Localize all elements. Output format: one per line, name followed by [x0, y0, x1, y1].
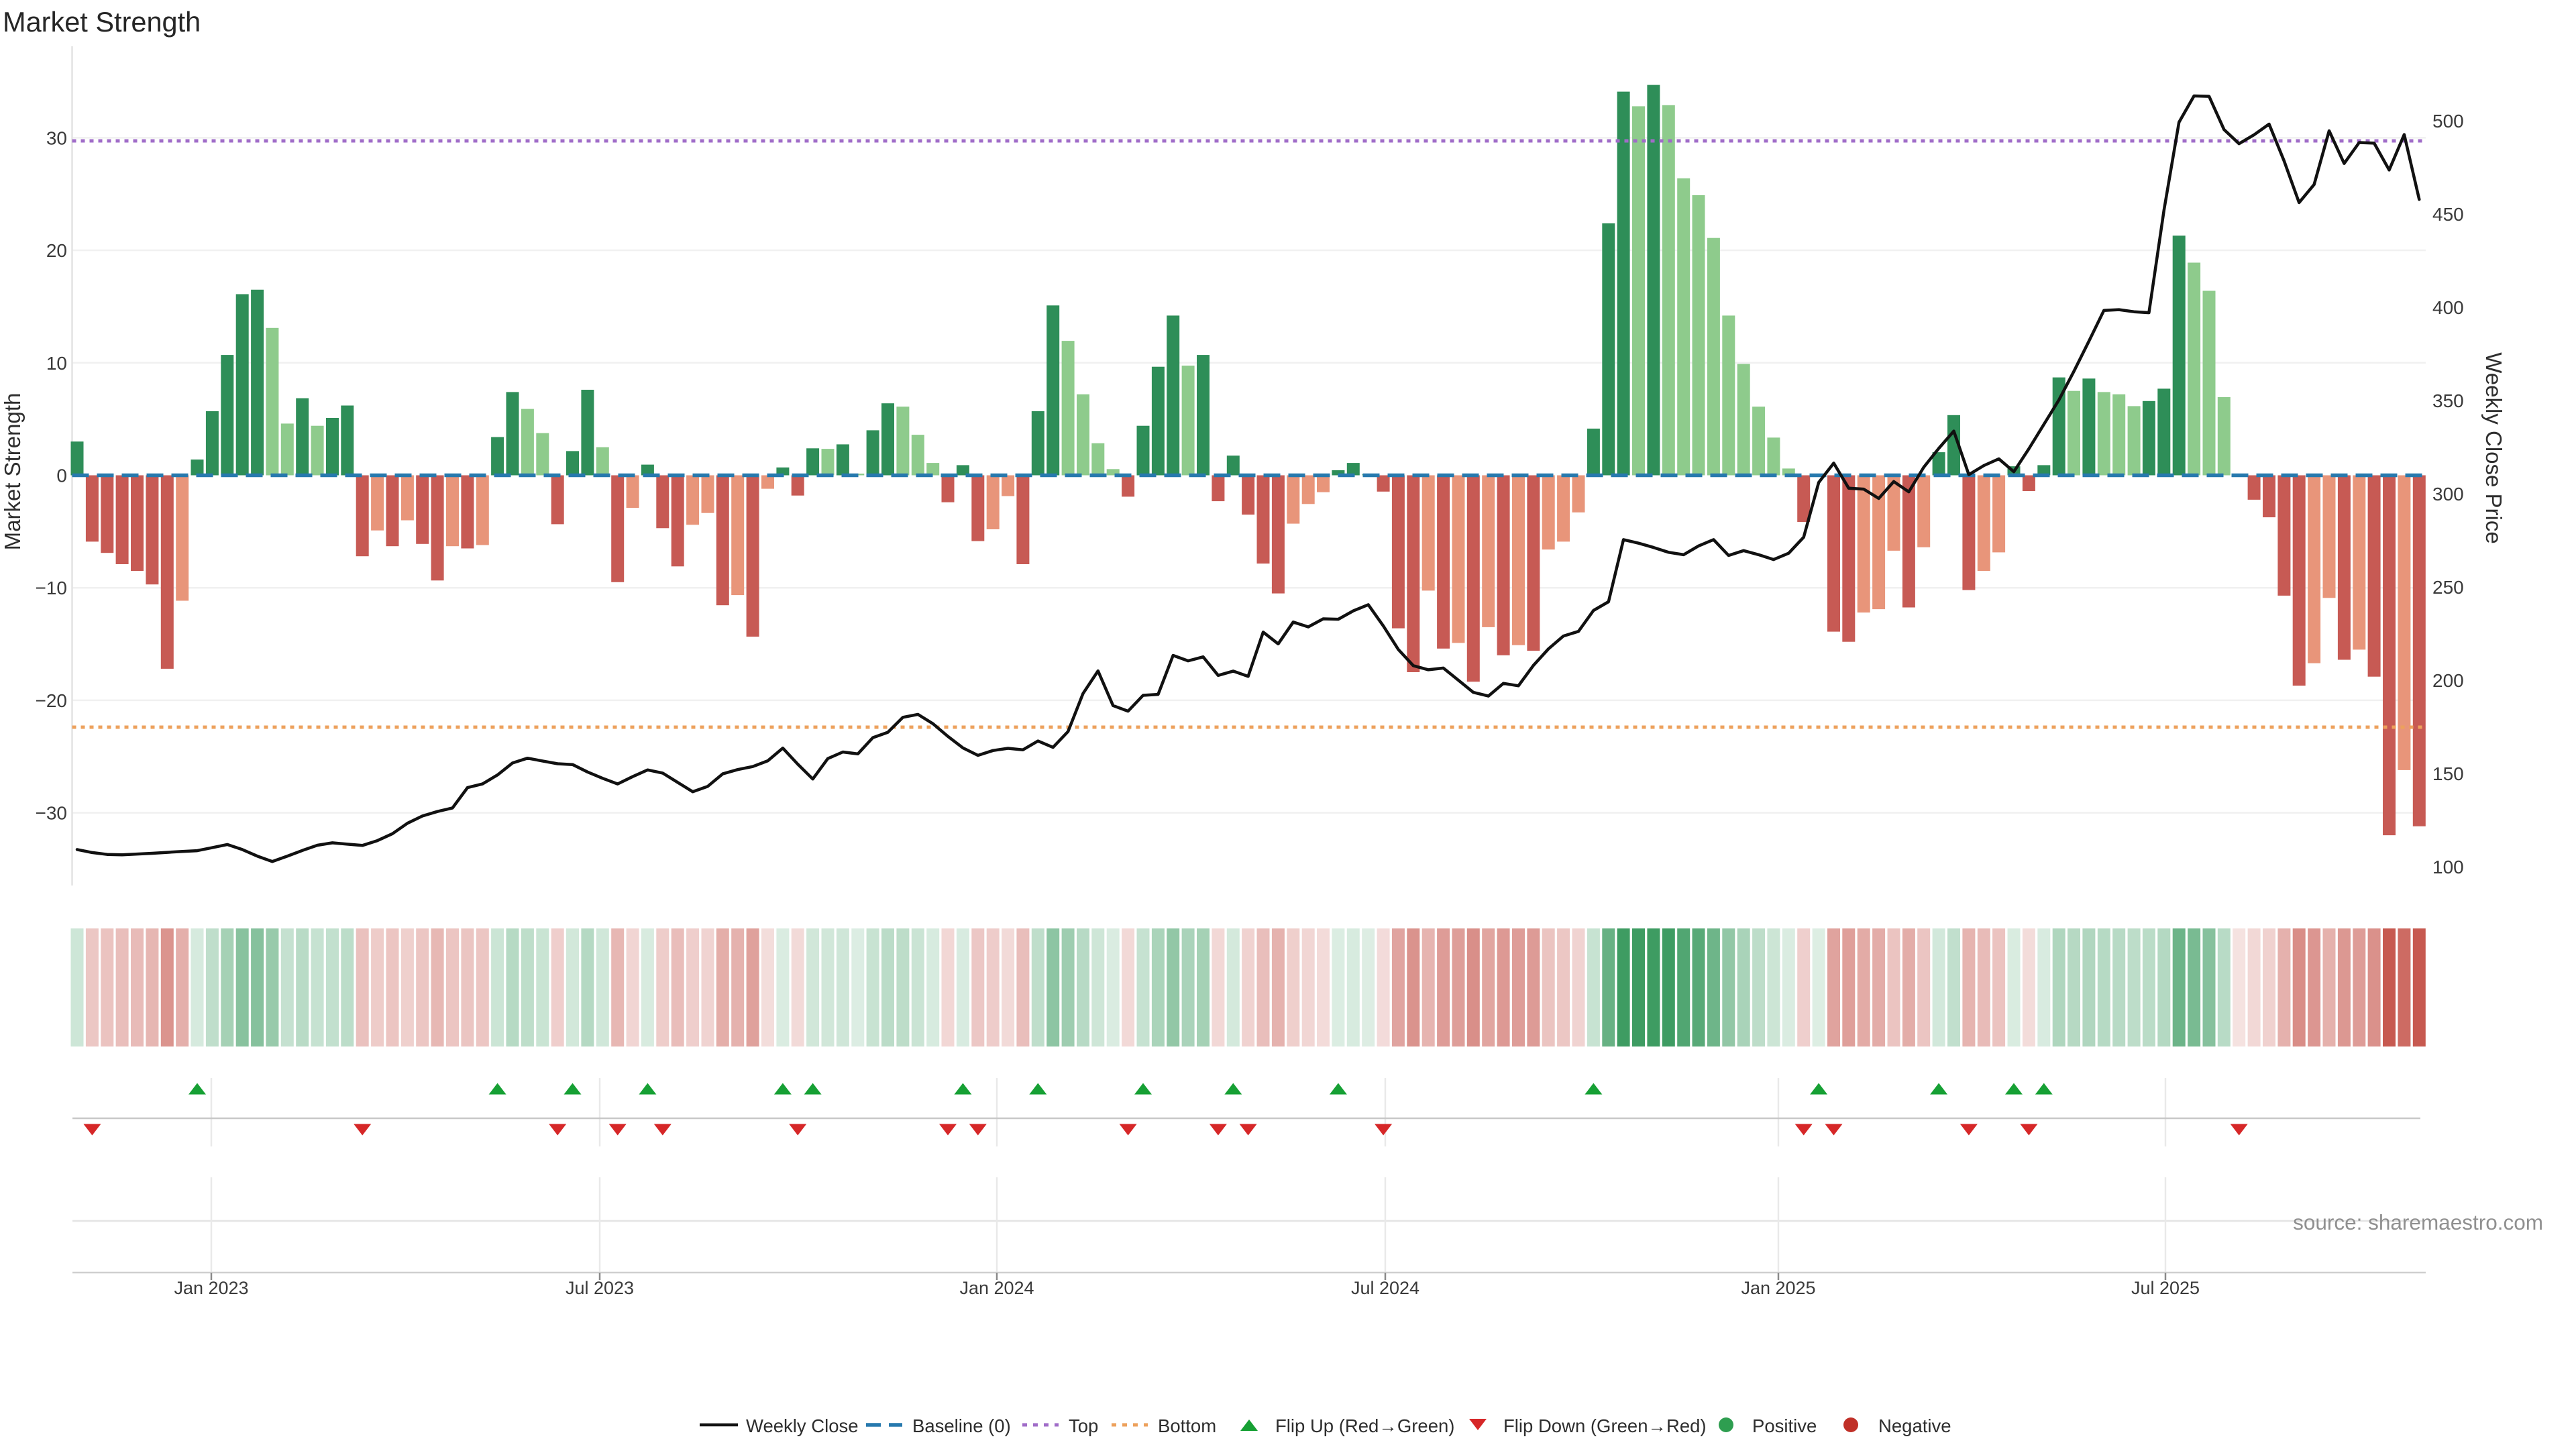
- svg-text:350: 350: [2432, 390, 2464, 411]
- svg-text:20: 20: [46, 240, 67, 261]
- svg-text:−20: −20: [36, 690, 68, 711]
- svg-text:Market Strength: Market Strength: [3, 6, 201, 38]
- svg-text:0: 0: [56, 466, 67, 486]
- svg-text:Top: Top: [1069, 1415, 1098, 1436]
- svg-text:400: 400: [2432, 297, 2464, 318]
- svg-text:500: 500: [2432, 111, 2464, 131]
- svg-text:150: 150: [2432, 763, 2464, 784]
- svg-text:Flip Up (Red→Green): Flip Up (Red→Green): [1275, 1415, 1454, 1436]
- svg-text:Jul 2025: Jul 2025: [2131, 1278, 2200, 1298]
- svg-text:Positive: Positive: [1752, 1415, 1817, 1436]
- svg-text:Market Strength: Market Strength: [0, 393, 25, 551]
- svg-text:200: 200: [2432, 670, 2464, 691]
- svg-text:Bottom: Bottom: [1158, 1415, 1216, 1436]
- svg-text:100: 100: [2432, 857, 2464, 877]
- svg-text:Flip Down (Green→Red): Flip Down (Green→Red): [1503, 1415, 1707, 1436]
- svg-text:30: 30: [46, 127, 67, 148]
- svg-text:−10: −10: [36, 578, 68, 598]
- svg-text:Jan 2023: Jan 2023: [174, 1278, 248, 1298]
- svg-text:300: 300: [2432, 484, 2464, 504]
- svg-text:Negative: Negative: [1878, 1415, 1951, 1436]
- svg-text:Jan 2025: Jan 2025: [1741, 1278, 1815, 1298]
- svg-text:Baseline (0): Baseline (0): [912, 1415, 1011, 1436]
- svg-text:Jul 2023: Jul 2023: [566, 1278, 634, 1298]
- svg-text:10: 10: [46, 353, 67, 374]
- svg-text:Weekly Close: Weekly Close: [746, 1415, 859, 1436]
- svg-text:−30: −30: [36, 803, 68, 824]
- svg-text:Jul 2024: Jul 2024: [1351, 1278, 1419, 1298]
- svg-text:250: 250: [2432, 577, 2464, 598]
- svg-text:source: sharemaestro.com: source: sharemaestro.com: [2293, 1210, 2543, 1234]
- svg-text:Weekly Close Price: Weekly Close Price: [2481, 352, 2506, 543]
- svg-text:450: 450: [2432, 204, 2464, 225]
- svg-text:Jan 2024: Jan 2024: [959, 1278, 1034, 1298]
